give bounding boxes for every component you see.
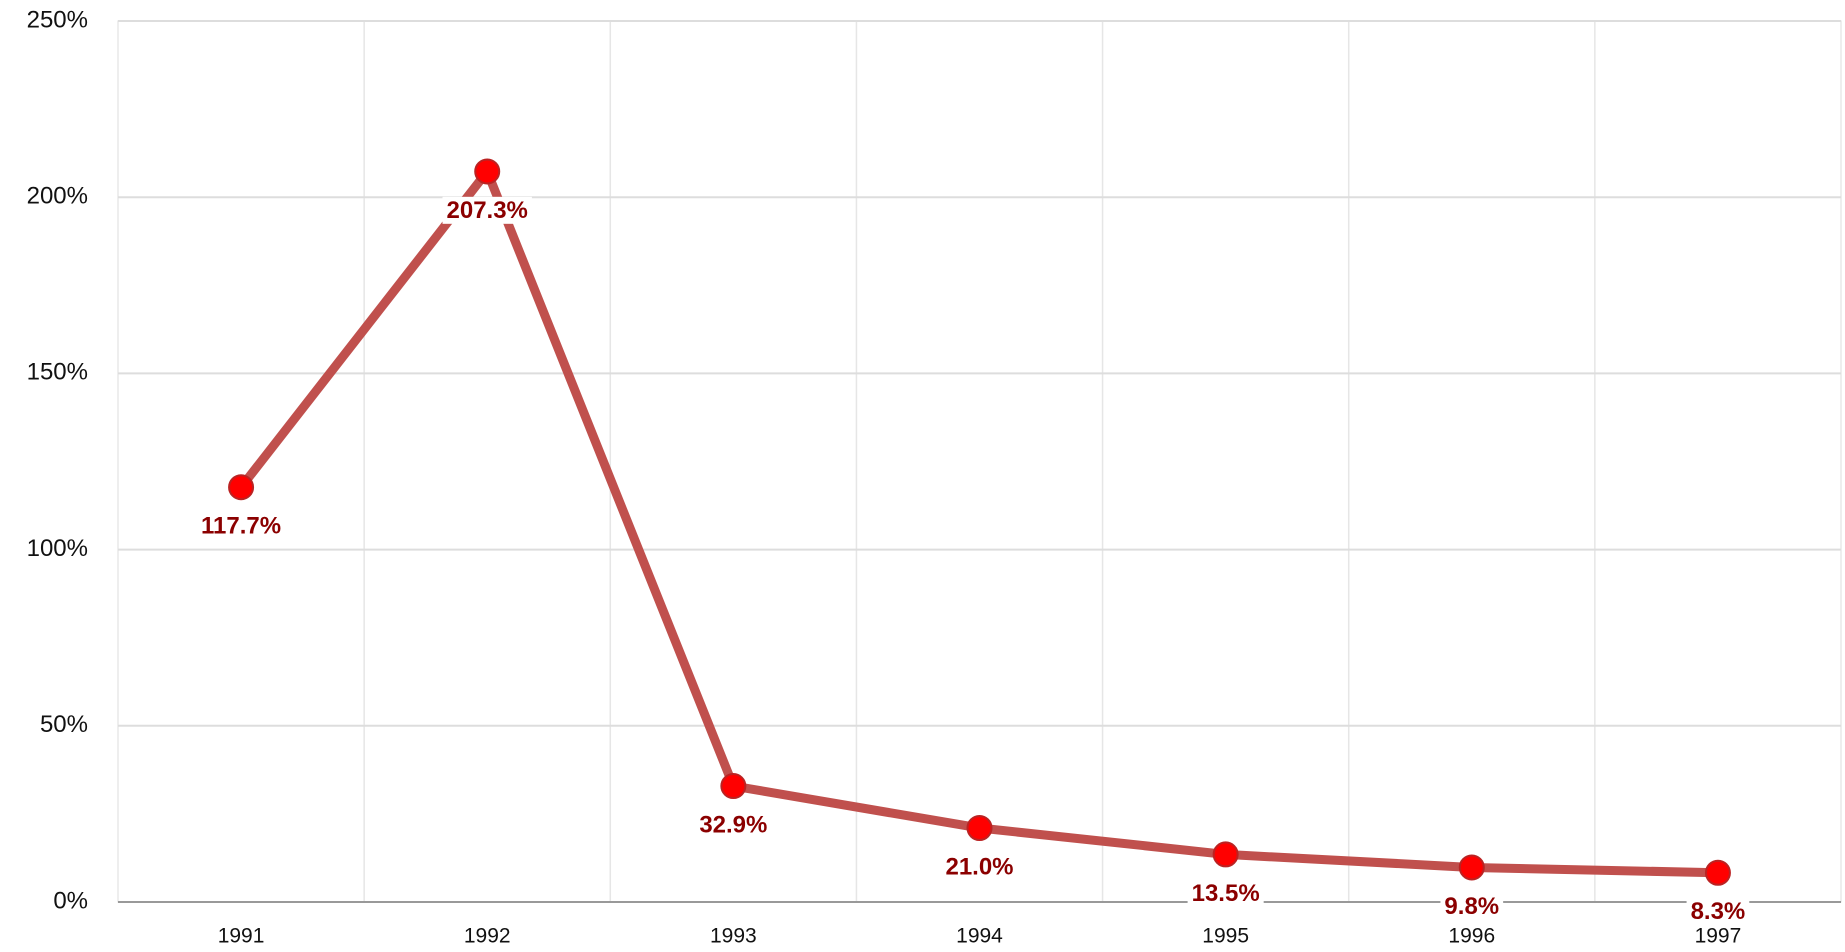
data-label: 21.0% xyxy=(945,853,1013,880)
data-label: 117.7% xyxy=(201,513,281,540)
plot-area xyxy=(117,20,1842,903)
data-label: 207.3% xyxy=(447,197,528,224)
marker xyxy=(228,474,255,501)
x-tick-label: 1996 xyxy=(1448,925,1495,948)
x-tick-label: 1995 xyxy=(1202,925,1249,948)
marker xyxy=(1704,859,1731,886)
data-label-bg xyxy=(695,811,772,839)
data-label-bg xyxy=(941,853,1018,881)
data-label-bg xyxy=(197,512,286,540)
data-label: 13.5% xyxy=(1192,880,1260,907)
y-tick-label: 100% xyxy=(27,535,88,562)
data-label-bg xyxy=(1686,898,1750,926)
marker xyxy=(474,158,501,185)
data-label: 9.8% xyxy=(1444,893,1499,920)
x-tick-label: 1993 xyxy=(710,925,757,948)
data-label-bg xyxy=(1187,879,1264,907)
y-tick-label: 150% xyxy=(27,359,88,386)
y-tick-label: 250% xyxy=(27,6,88,33)
x-tick-label: 1991 xyxy=(218,925,265,948)
marker xyxy=(966,814,993,841)
data-label: 8.3% xyxy=(1691,898,1746,925)
y-tick-label: 0% xyxy=(53,887,88,914)
marker xyxy=(1458,854,1485,881)
marker xyxy=(720,773,747,800)
x-tick-label: 1997 xyxy=(1695,925,1742,948)
data-label-bg xyxy=(442,196,532,224)
marker xyxy=(1212,841,1239,868)
data-label: 32.9% xyxy=(699,811,767,838)
x-tick-label: 1994 xyxy=(956,925,1003,948)
y-tick-label: 200% xyxy=(27,183,88,210)
x-tick-label: 1992 xyxy=(464,925,511,948)
y-tick-label: 50% xyxy=(40,711,88,738)
data-label-bg xyxy=(1440,892,1504,920)
